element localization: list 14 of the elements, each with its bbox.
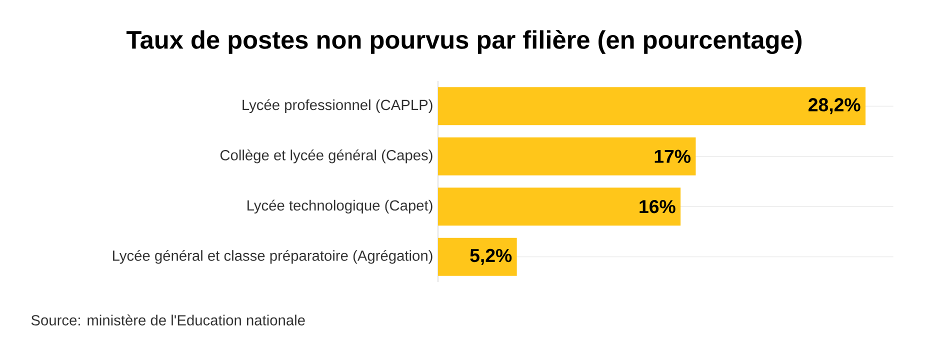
y-tick-label: Collège et lycée général (Capes) bbox=[220, 149, 432, 164]
data-label: 28,2% bbox=[808, 98, 860, 114]
bar bbox=[438, 238, 517, 276]
bar bbox=[438, 188, 681, 226]
data-label: 5,2% bbox=[470, 248, 512, 265]
data-label: 17% bbox=[654, 150, 691, 163]
bar bbox=[438, 87, 866, 126]
y-tick-label: Lycée technologique (Capet) bbox=[248, 200, 432, 214]
chart-title: Taux de postes non pourvus par filière (en pourcentage) bbox=[126, 30, 802, 54]
bar bbox=[438, 137, 696, 176]
source-note: Source: ministère de l'Education nationale bbox=[31, 314, 305, 326]
y-tick-label: Lycée général et classe préparatoire (Agrégation) bbox=[113, 250, 432, 264]
y-tick-label: Lycée professionnel (CAPLP) bbox=[242, 99, 432, 114]
data-label: 16% bbox=[640, 200, 676, 214]
